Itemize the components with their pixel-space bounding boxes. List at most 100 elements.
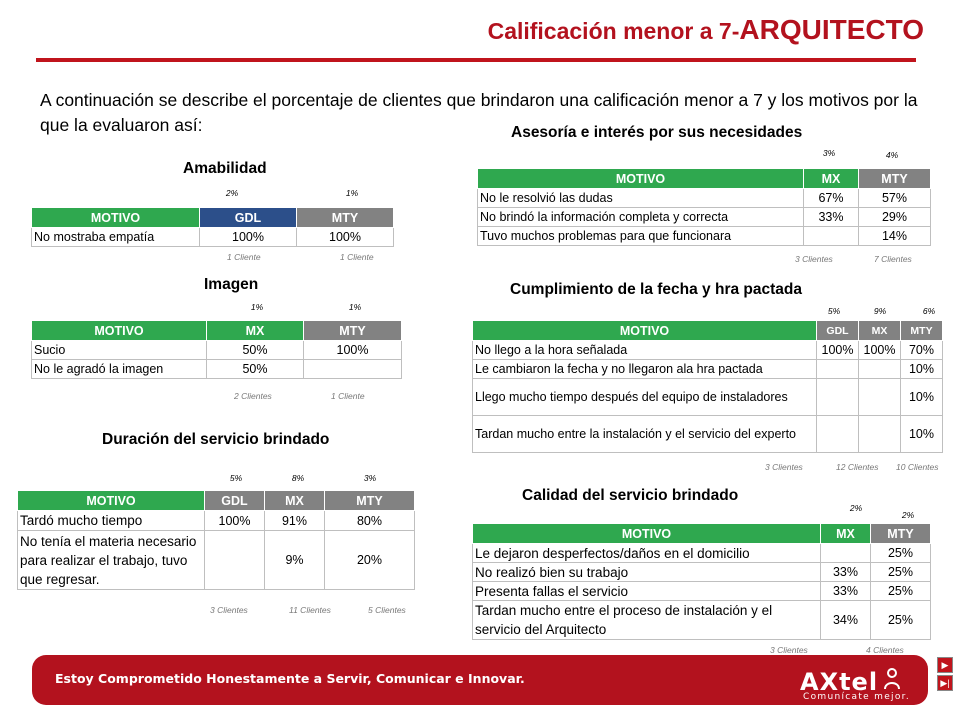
table-row: No le resolvió las dudas 67% 57% <box>477 188 931 208</box>
header-mty: MTY <box>303 320 402 341</box>
table-row: No le agradó la imagen 50% <box>31 359 402 379</box>
cell-value <box>303 359 402 379</box>
cell-value <box>858 415 901 453</box>
cell-value: 33% <box>820 562 871 582</box>
cell-motivo: No brindó la información completa y corr… <box>477 207 804 227</box>
amabilidad-table: MOTIVO GDL MTY No mostraba empatía 100% … <box>31 207 394 247</box>
table-row: Tardan mucho entre el proceso de instala… <box>472 600 931 640</box>
cell-value: 50% <box>206 359 304 379</box>
header-gdl: GDL <box>204 490 265 511</box>
table-row: No tenía el materia necesario para reali… <box>17 530 415 590</box>
cell-value: 57% <box>858 188 931 208</box>
title-underline <box>36 58 916 62</box>
amabilidad-pct-gdl: 2% <box>225 188 239 198</box>
asesoria-title: Asesoría e interés por sus necesidades <box>511 124 803 141</box>
cell-motivo: No le resolvió las dudas <box>477 188 804 208</box>
duracion-pct-gdl: 5% <box>229 473 243 483</box>
duracion-clients-mty: 5 Clientes <box>368 605 406 615</box>
table-row: Le dejaron desperfectos/daños en el domi… <box>472 543 931 563</box>
cell-value: 67% <box>803 188 859 208</box>
imagen-pct-mty: 1% <box>348 302 362 312</box>
cell-value: 91% <box>264 510 325 531</box>
header-motivo: MOTIVO <box>31 207 200 228</box>
header-mx: MX <box>264 490 325 511</box>
cell-motivo: No tenía el materia necesario para reali… <box>17 530 205 590</box>
cell-value: 25% <box>870 600 931 640</box>
header-motivo: MOTIVO <box>472 523 821 544</box>
amabilidad-title: Amabilidad <box>183 160 267 177</box>
cell-motivo: No realizó bien su trabajo <box>472 562 821 582</box>
cell-value: 10% <box>900 378 943 416</box>
cell-motivo: Tuvo muchos problemas para que funcionar… <box>477 226 804 246</box>
cumplimiento-pct-gdl: 5% <box>827 306 841 316</box>
axtel-logo: AXtel <box>800 668 879 696</box>
cell-value: 9% <box>264 530 325 590</box>
cell-value: 34% <box>820 600 871 640</box>
footer-slogan: Estoy Comprometido Honestamente a Servir… <box>55 671 525 686</box>
cell-motivo: Tardó mucho tiempo <box>17 510 205 531</box>
header-mty: MTY <box>858 168 931 189</box>
table-row: Tardó mucho tiempo 100% 91% 80% <box>17 510 415 531</box>
table-row: Le cambiaron la fecha y no llegaron ala … <box>472 359 943 379</box>
cell-value: 20% <box>324 530 415 590</box>
calidad-pct-mx: 2% <box>849 503 863 513</box>
cell-value: 25% <box>870 562 931 582</box>
duracion-clients-gdl: 3 Clientes <box>210 605 248 615</box>
amabilidad-clients-gdl: 1 Cliente <box>227 252 261 262</box>
header-motivo: MOTIVO <box>31 320 207 341</box>
calidad-pct-mty: 2% <box>901 510 915 520</box>
cell-value: 100% <box>199 227 297 247</box>
next-slide-icon[interactable]: ▶ <box>937 657 953 673</box>
header-mty: MTY <box>900 320 943 341</box>
intro-text: A continuación se describe el porcentaje… <box>40 90 918 135</box>
header-motivo: MOTIVO <box>17 490 205 511</box>
cell-value: 10% <box>900 359 943 379</box>
cell-motivo: Llego mucho tiempo después del equipo de… <box>472 378 817 416</box>
cell-value: 100% <box>303 340 402 360</box>
asesoria-pct-mx: 3% <box>822 148 836 158</box>
asesoria-clients-mx: 3 Clientes <box>795 254 833 264</box>
header-mx: MX <box>206 320 304 341</box>
header-mty: MTY <box>870 523 931 544</box>
cell-value <box>858 359 901 379</box>
cell-value <box>803 226 859 246</box>
table-row: Presenta fallas el servicio 33% 25% <box>472 581 931 601</box>
amabilidad-pct-mty: 1% <box>345 188 359 198</box>
header-gdl: GDL <box>199 207 297 228</box>
cumplimiento-clients-gdl: 3 Clientes <box>765 462 803 472</box>
cell-value: 50% <box>206 340 304 360</box>
asesoria-clients-mty: 7 Clientes <box>874 254 912 264</box>
cell-value: 33% <box>820 581 871 601</box>
asesoria-pct-mty: 4% <box>885 150 899 160</box>
cumplimiento-clients-mty: 10 Clientes <box>896 462 939 472</box>
cell-motivo: Le dejaron desperfectos/daños en el domi… <box>472 543 821 563</box>
duracion-clients-mx: 11 Clientes <box>289 605 331 615</box>
imagen-clients-mty: 1 Cliente <box>331 391 365 401</box>
duracion-pct-mty: 3% <box>363 473 377 483</box>
axtel-person-icon <box>884 668 900 690</box>
calidad-table: MOTIVO MX MTY Le dejaron desperfectos/da… <box>472 523 931 640</box>
duracion-table: MOTIVO GDL MX MTY Tardó mucho tiempo 100… <box>17 490 415 590</box>
cell-value <box>820 543 871 563</box>
imagen-title: Imagen <box>204 276 259 293</box>
header-gdl: GDL <box>816 320 859 341</box>
cell-motivo: Le cambiaron la fecha y no llegaron ala … <box>472 359 817 379</box>
table-row: No llego a la hora señalada 100% 100% 70… <box>472 340 943 360</box>
cell-value: 14% <box>858 226 931 246</box>
table-row: Sucio 50% 100% <box>31 340 402 360</box>
cell-value: 29% <box>858 207 931 227</box>
calidad-title: Calidad del servicio brindado <box>522 487 739 504</box>
cell-value <box>816 415 859 453</box>
last-slide-icon[interactable]: ▶| <box>937 675 953 691</box>
cell-value: 100% <box>858 340 901 360</box>
cell-value: 25% <box>870 581 931 601</box>
imagen-pct-mx: 1% <box>250 302 264 312</box>
page-title: Calificación menor a 7-ARQUITECTO <box>488 14 924 46</box>
cell-value: 70% <box>900 340 943 360</box>
cell-motivo: Tardan mucho entre el proceso de instala… <box>472 600 821 640</box>
table-row: Tardan mucho entre la instalación y el s… <box>472 415 943 453</box>
imagen-clients-mx: 2 Clientes <box>234 391 272 401</box>
calidad-clients-mx: 3 Clientes <box>770 645 808 655</box>
cell-motivo: No le agradó la imagen <box>31 359 207 379</box>
cell-motivo: Tardan mucho entre la instalación y el s… <box>472 415 817 453</box>
